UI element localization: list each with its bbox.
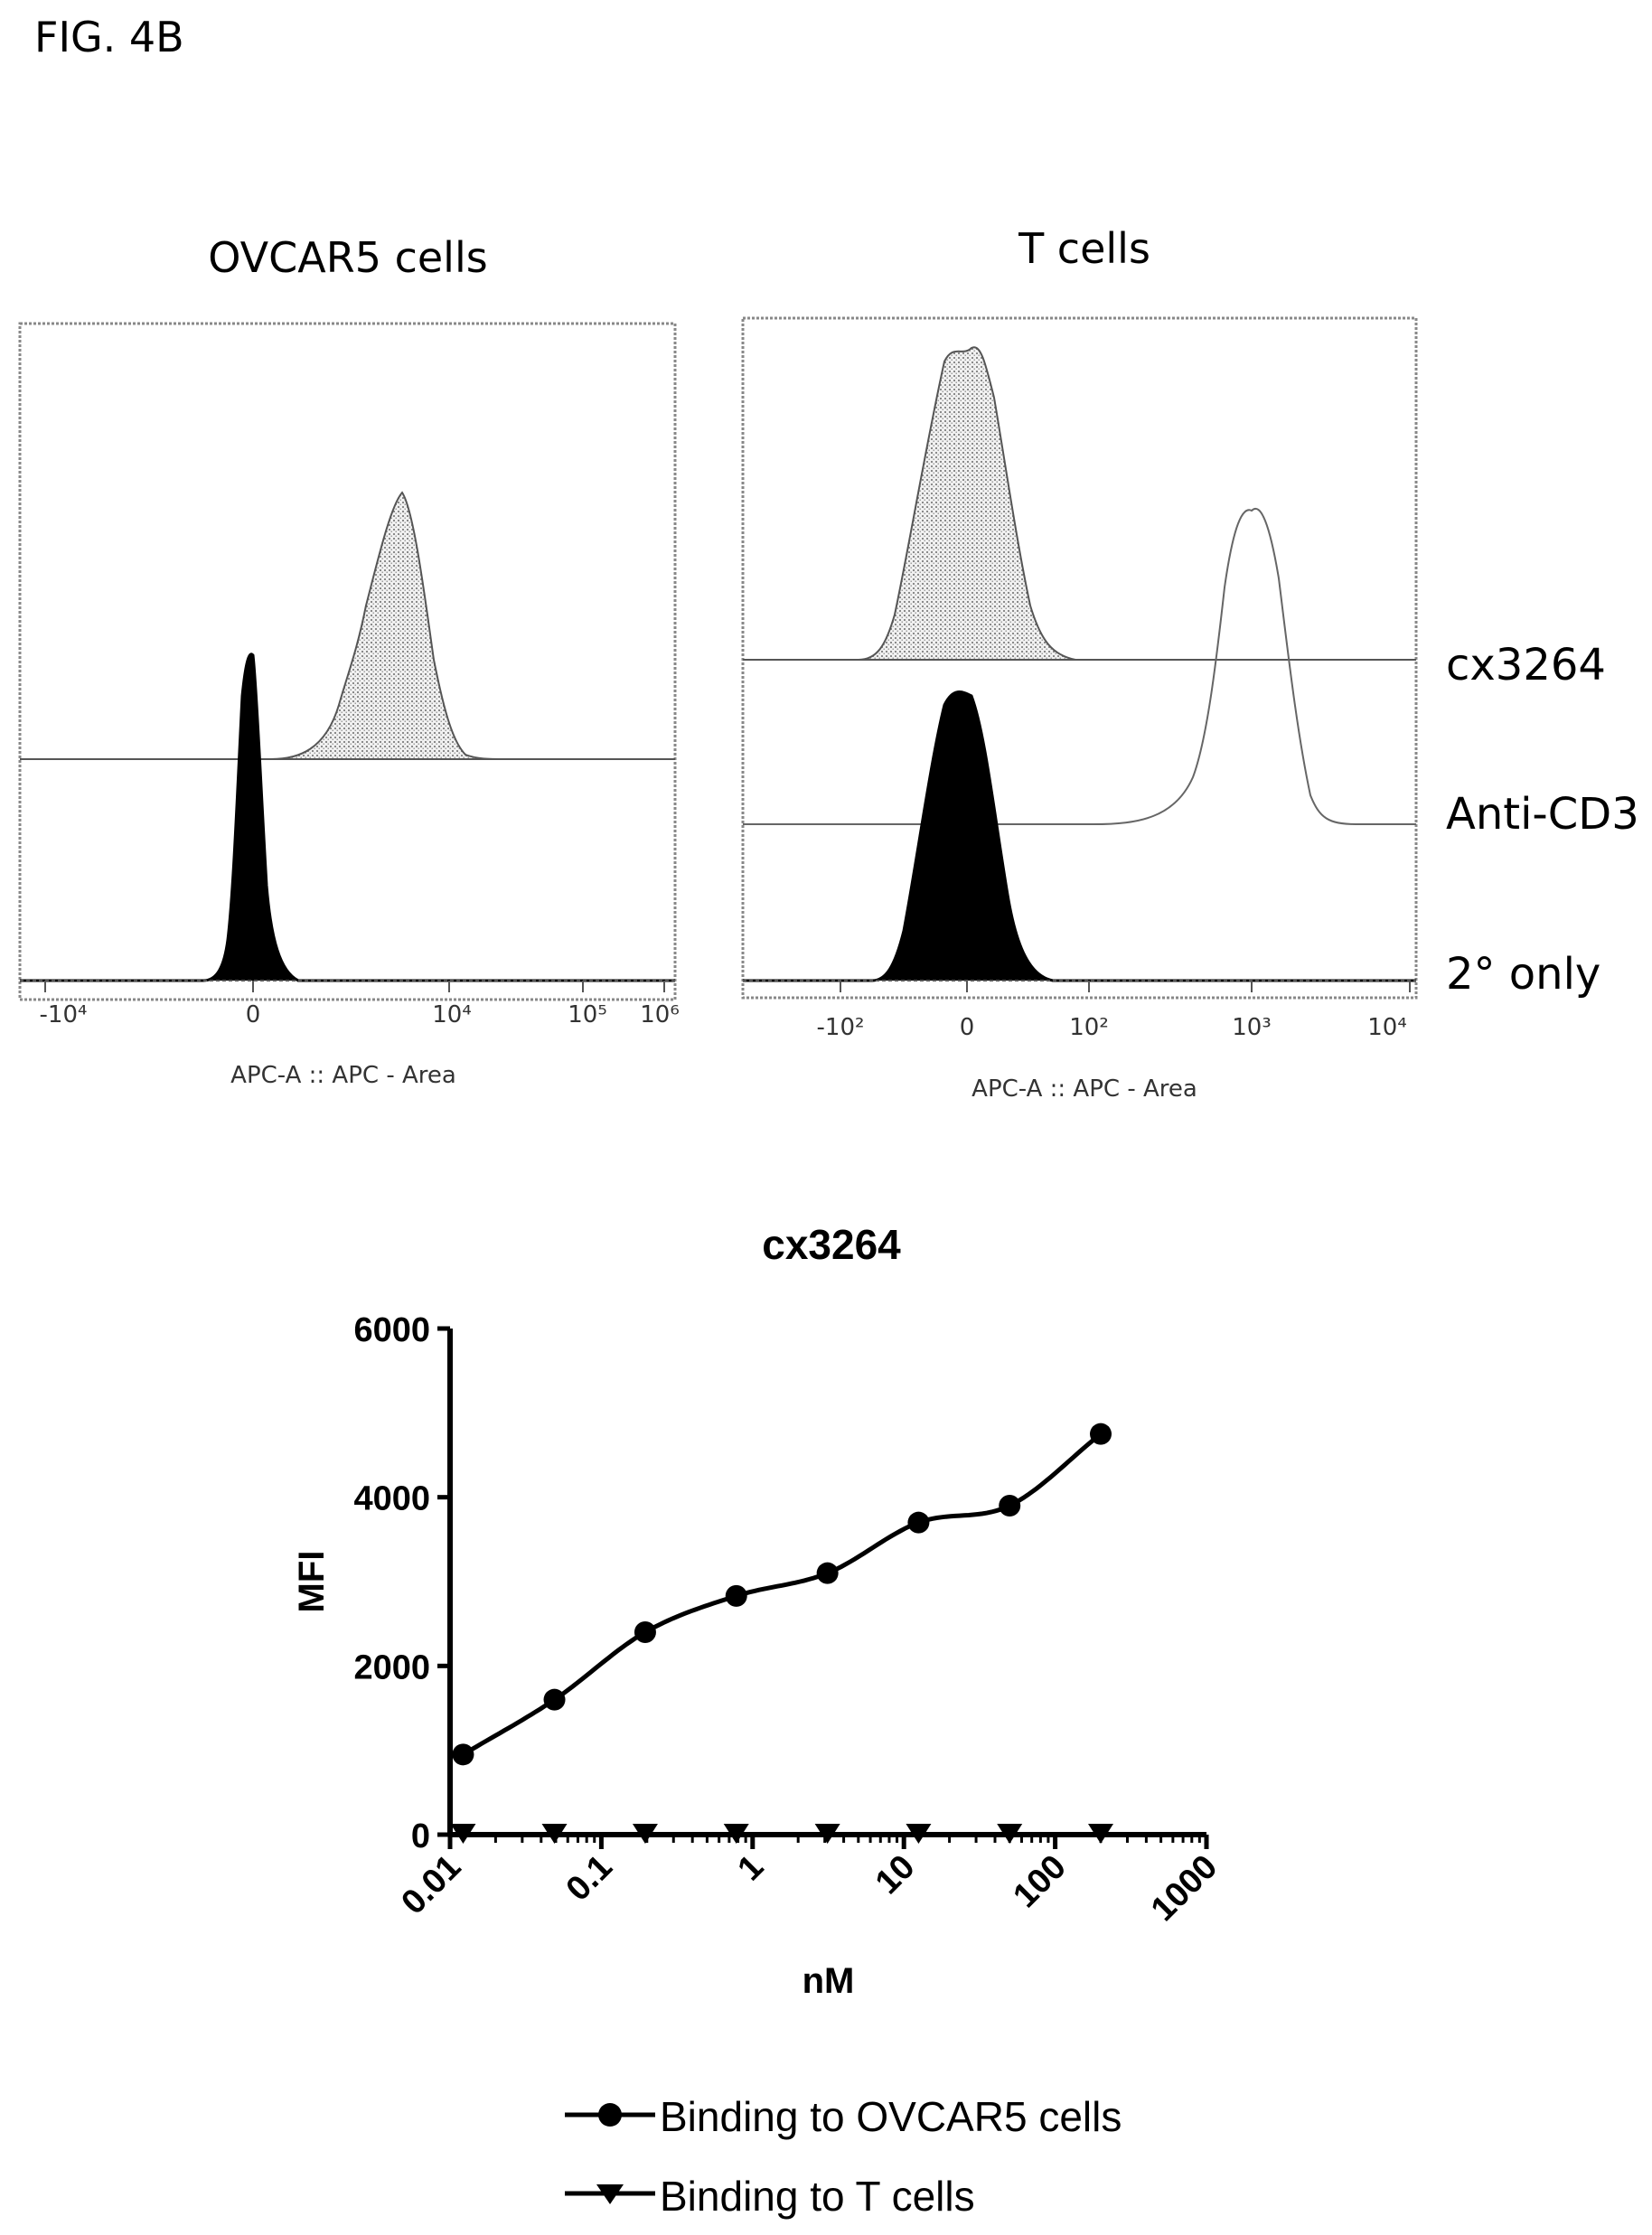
- tcell-point: [997, 1824, 1023, 1844]
- tcell-point: [906, 1824, 932, 1844]
- tcell-point: [450, 1824, 476, 1844]
- ovcar5-point: [1089, 1423, 1112, 1445]
- y-axis-label: MFI: [292, 1551, 332, 1613]
- histogram-1-tick-2: 10⁴: [432, 1001, 472, 1028]
- legend-triangle-marker: [596, 2184, 624, 2204]
- histogram-1-cx3264-peak: [20, 491, 675, 760]
- y-tick-label: 4000: [353, 1480, 430, 1518]
- histogram-1-2nd-only-peak: [20, 653, 675, 982]
- legend-ovcar5: Binding to OVCAR5 cells: [660, 2093, 1122, 2140]
- histogram-2: [741, 316, 1418, 1000]
- x-axis-label: nM: [803, 1961, 855, 2001]
- tcell-point: [1087, 1824, 1113, 1844]
- legend-tcells: Binding to T cells: [660, 2173, 975, 2220]
- x-tick-label: 1000: [1144, 1848, 1225, 1929]
- tcell-point: [723, 1824, 749, 1844]
- histogram-2-title: T cells: [1018, 224, 1150, 273]
- histogram-2-tick-0: -10²: [816, 1014, 865, 1041]
- y-tick-label: 0: [411, 1817, 430, 1855]
- histogram-2-anti-cd3-peak: [743, 508, 1416, 825]
- histogram-2-tick-2: 10²: [1069, 1014, 1109, 1041]
- legend-circle-marker: [598, 2103, 622, 2127]
- histogram-1-tick-4: 10⁶: [640, 1001, 680, 1028]
- series-label-cx3264: cx3264: [1446, 640, 1606, 690]
- ovcar5-point: [452, 1743, 474, 1766]
- histogram-1-tick-1: 0: [245, 1001, 261, 1028]
- histogram-1-tick-3: 10⁵: [568, 1001, 607, 1028]
- chart-title: cx3264: [762, 1221, 901, 1268]
- ovcar5-fit-curve: [462, 1432, 1103, 1757]
- series-label-anti-cd3: Anti-CD3: [1446, 789, 1639, 840]
- histogram-2-tick-1: 0: [959, 1014, 975, 1041]
- x-tick-label: 1: [731, 1848, 772, 1889]
- histogram-1-frame: [18, 322, 677, 1001]
- ovcar5-point: [634, 1621, 656, 1643]
- tcell-point: [814, 1824, 840, 1844]
- histogram-2-cx3264-peak: [743, 346, 1416, 661]
- x-tick-label: 10: [868, 1848, 923, 1902]
- tcell-point: [541, 1824, 568, 1844]
- legend-markers: [565, 2103, 655, 2204]
- y-tick-label: 6000: [353, 1311, 430, 1349]
- ovcar5-point: [725, 1584, 747, 1607]
- ovcar5-point: [816, 1562, 839, 1584]
- histogram-2-frame: [741, 316, 1418, 1000]
- ovcar5-point: [907, 1511, 930, 1534]
- x-tick-label: 0.1: [559, 1848, 620, 1909]
- histogram-2-tick-3: 10³: [1232, 1014, 1272, 1041]
- histogram-1-tick-0: -10⁴: [39, 1001, 88, 1028]
- histogram-1-xlabel: APC-A :: APC - Area: [230, 1062, 456, 1089]
- histogram-1-title: OVCAR5 cells: [208, 233, 488, 282]
- x-tick-label: 100: [1006, 1848, 1074, 1916]
- histogram-2-tick-4: 10⁴: [1367, 1014, 1407, 1041]
- histogram-2-2nd-only-peak: [743, 690, 1416, 982]
- y-tick-label: 2000: [353, 1648, 430, 1686]
- ovcar5-point: [543, 1688, 566, 1711]
- x-tick-label: 0.01: [394, 1848, 468, 1922]
- tcell-point: [632, 1824, 658, 1844]
- series-label-2nd-only: 2° only: [1446, 949, 1601, 1000]
- histogram-2-xlabel: APC-A :: APC - Area: [971, 1075, 1197, 1103]
- ovcar5-point: [999, 1495, 1021, 1517]
- figure-label: FIG. 4B: [34, 13, 184, 61]
- histogram-1: [18, 322, 677, 1001]
